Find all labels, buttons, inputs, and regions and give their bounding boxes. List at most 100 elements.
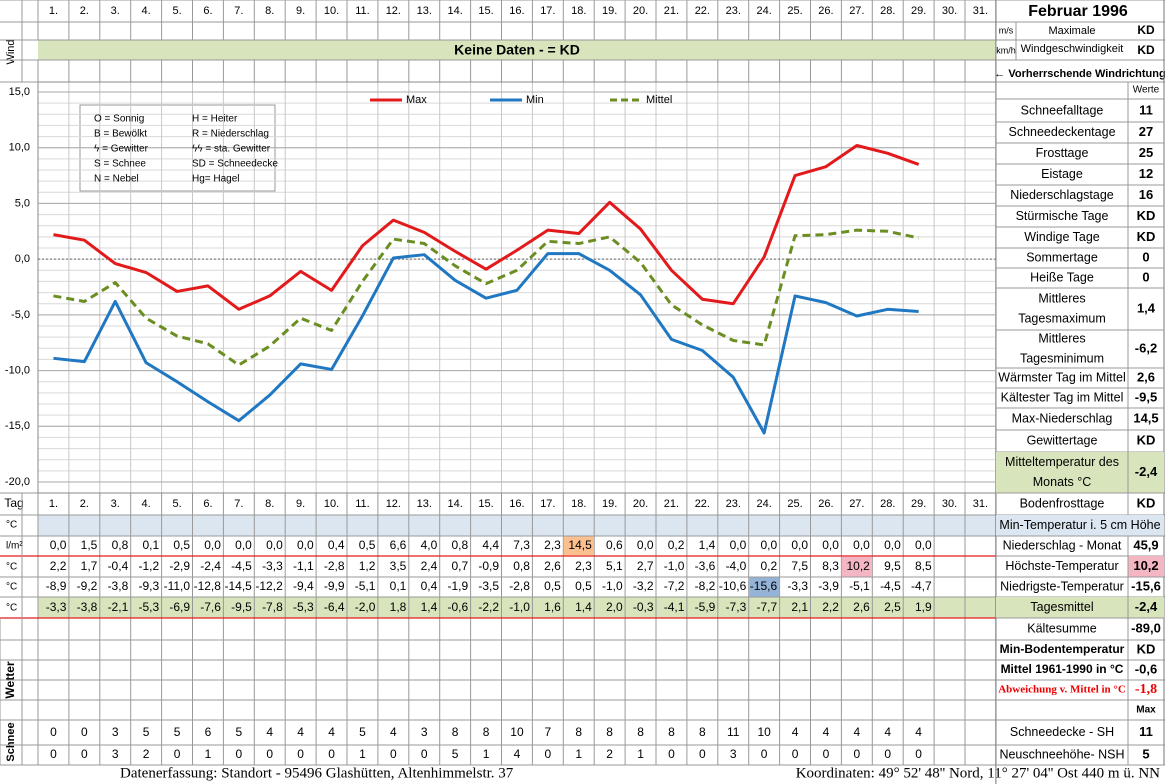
temp-cell: -2,1 (108, 600, 129, 614)
y-tick-label: 0,0 (15, 253, 30, 265)
stat-label: Mitteltemperatur des (1005, 455, 1119, 469)
unit-label: °C (6, 582, 17, 593)
stat-label: Sommertage (1026, 250, 1098, 264)
day-header: 7. (234, 498, 243, 510)
plot-frame (37, 81, 997, 494)
day-header: 19. (602, 5, 617, 17)
stat-bg (996, 597, 1164, 618)
precip-cell: 0,0 (760, 538, 777, 552)
wind-unit: km/h (996, 45, 1016, 55)
precip-cell: 1,5 (81, 538, 98, 552)
stat-value: KD (1137, 208, 1156, 223)
temp-cell: -10,6 (719, 579, 747, 593)
blank-row (38, 515, 996, 536)
temp-cell: -2,0 (355, 600, 376, 614)
temp-cell: -14,5 (224, 579, 252, 593)
temp-cell: -2,8 (324, 559, 345, 573)
snow-cell: 0 (50, 725, 57, 739)
snow-cell: 6 (205, 725, 212, 739)
snow-cell: 4 (915, 725, 922, 739)
stat-value: KD (1137, 229, 1156, 244)
snow-cell: 8 (575, 725, 582, 739)
stat-bg (996, 515, 1164, 536)
day-header: 4. (142, 498, 151, 510)
stat-value: KD (1137, 641, 1156, 656)
temp-cell: 9,5 (884, 559, 901, 573)
day-header: 9. (296, 5, 305, 17)
day-header: 24. (757, 498, 772, 510)
precip-cell: 0,8 (451, 538, 468, 552)
snow-cell: 4 (884, 725, 891, 739)
stat-value: 12 (1139, 166, 1153, 181)
temp-cell: 1,4 (421, 600, 438, 614)
day-header: 12. (386, 498, 401, 510)
highlight-cell (563, 536, 594, 556)
day-header: 19. (602, 498, 617, 510)
stat-label: Min-Temperatur i. 5 cm Höhe (999, 518, 1160, 532)
temp-cell: 5,1 (606, 559, 623, 573)
temp-cell: -12,2 (255, 579, 283, 593)
snow-cell: 4 (328, 725, 335, 739)
snow-cell: 4 (297, 725, 304, 739)
stat-value: -1,8 (1135, 682, 1157, 697)
temp-cell: 2,5 (884, 600, 901, 614)
wind-direction: ← Vorherrschende Windrichtung (994, 68, 1165, 80)
temp-cell: 2,6 (544, 559, 561, 573)
day-header: 30. (942, 498, 957, 510)
precip-cell: 1,4 (699, 538, 716, 552)
wind-label: Wind (5, 39, 17, 64)
snow-cell: 1 (359, 747, 366, 761)
snow-cell: 3 (421, 725, 428, 739)
no-data: Keine Daten - = KD (454, 42, 580, 58)
stat-label: Niedrigste-Temperatur (1000, 579, 1124, 593)
stat-label: Mittel 1961-1990 in °C (1001, 662, 1124, 676)
stat-value: 10,2 (1133, 558, 1158, 573)
day-header: 5. (172, 5, 181, 17)
stat-label: Gewittertage (1027, 433, 1098, 447)
weather-code: H = Heiter (192, 114, 238, 125)
day-header: 2. (80, 5, 89, 17)
wind-max-label: Maximale (1048, 25, 1095, 37)
snow-cell: 0 (297, 747, 304, 761)
temp-cell: -2,4 (200, 559, 221, 573)
temp-cell: 8,5 (915, 559, 932, 573)
day-header: 20. (633, 5, 648, 17)
precip-cell: 4,0 (421, 538, 438, 552)
stat-label: Schneefalltage (1021, 103, 1104, 117)
stat-value: Max (1136, 705, 1156, 716)
y-tick-label: 15,0 (9, 86, 30, 98)
temp-cell: -9,2 (77, 579, 98, 593)
day-header: 15. (478, 498, 493, 510)
day-header: 10. (324, 498, 339, 510)
precip-cell: 2,3 (544, 538, 561, 552)
temp-cell: -6,9 (169, 600, 190, 614)
temp-cell: -12,8 (194, 579, 222, 593)
temp-cell: 0,4 (421, 579, 438, 593)
wind-max-value: KD (1137, 43, 1155, 57)
snow-cell: 0 (823, 747, 830, 761)
stat-label: Schneedeckentage (1008, 125, 1115, 139)
temp-cell: -5,3 (293, 600, 314, 614)
day-header: 6. (203, 5, 212, 17)
day-header: 21. (664, 498, 679, 510)
footer-right: Koordinaten: 49° 52' 48'' Nord, 11° 27' … (796, 765, 1160, 781)
day-header: 21. (664, 5, 679, 17)
day-header: 7. (234, 5, 243, 17)
snow-cell: 5 (143, 725, 150, 739)
snow-cell: 4 (266, 725, 273, 739)
temp-cell: -0,3 (633, 600, 654, 614)
temp-cell: -4,7 (911, 579, 932, 593)
stat-label: Windige Tage (1024, 230, 1100, 244)
stat-value: 1,4 (1137, 300, 1156, 315)
snow-cell: 0 (328, 747, 335, 761)
day-header: 6. (203, 498, 212, 510)
day-header: 29. (911, 5, 926, 17)
snow-cell: 0 (421, 747, 428, 761)
snow-cell: 0 (236, 747, 243, 761)
stat-value: 11 (1139, 102, 1153, 117)
month-title: Februar 1996 (1028, 3, 1128, 20)
precip-cell: 7,3 (513, 538, 530, 552)
day-header: 3. (111, 498, 120, 510)
unit-label: °C (6, 603, 17, 614)
stat-label: Min-Bodentemperatur (1000, 642, 1125, 656)
